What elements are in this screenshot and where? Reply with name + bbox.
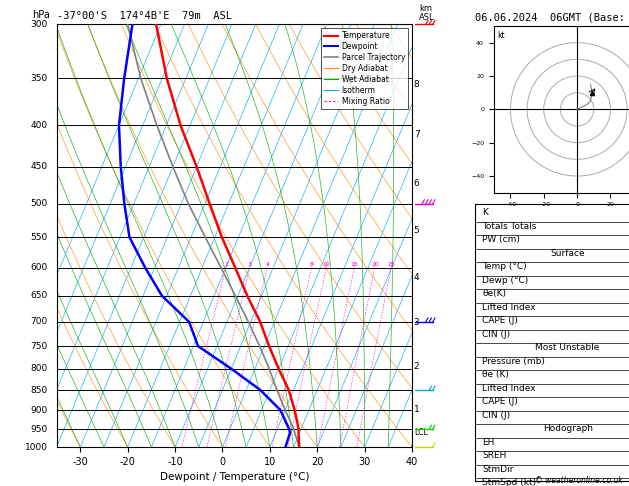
Text: LCL: LCL	[414, 428, 428, 437]
Text: 7: 7	[414, 130, 420, 139]
Text: hPa: hPa	[31, 10, 50, 20]
Text: 4: 4	[414, 273, 420, 282]
Text: 06.06.2024  06GMT (Base: 12): 06.06.2024 06GMT (Base: 12)	[475, 12, 629, 22]
Text: EH: EH	[482, 438, 494, 447]
Text: 6: 6	[414, 179, 420, 188]
Text: 3: 3	[414, 318, 420, 327]
Text: 450: 450	[31, 162, 48, 171]
Text: 900: 900	[30, 406, 48, 415]
Text: -37°00'S  174°4B'E  79m  ASL: -37°00'S 174°4B'E 79m ASL	[57, 11, 231, 21]
Text: SREH: SREH	[482, 451, 507, 460]
Text: 8: 8	[414, 80, 420, 89]
Text: Lifted Index: Lifted Index	[482, 384, 536, 393]
Text: θe(K): θe(K)	[482, 289, 506, 298]
Text: 25: 25	[387, 261, 395, 266]
Text: Pressure (mb): Pressure (mb)	[482, 357, 545, 366]
Text: 3: 3	[248, 261, 252, 266]
Text: 15: 15	[350, 261, 359, 266]
Text: 600: 600	[30, 263, 48, 272]
Text: 650: 650	[30, 291, 48, 300]
Text: 300: 300	[30, 20, 48, 29]
Text: 950: 950	[30, 425, 48, 434]
Text: 700: 700	[30, 317, 48, 327]
Text: Totals Totals: Totals Totals	[482, 222, 537, 231]
Text: 400: 400	[31, 121, 48, 130]
Text: 10: 10	[323, 261, 330, 266]
Text: PW (cm): PW (cm)	[482, 235, 520, 244]
Text: 5: 5	[414, 226, 420, 235]
Text: StmSpd (kt): StmSpd (kt)	[482, 478, 537, 486]
Legend: Temperature, Dewpoint, Parcel Trajectory, Dry Adiabat, Wet Adiabat, Isotherm, Mi: Temperature, Dewpoint, Parcel Trajectory…	[321, 28, 408, 109]
Text: 2: 2	[414, 362, 420, 371]
Text: km
ASL: km ASL	[419, 4, 435, 22]
Text: 4: 4	[265, 261, 269, 266]
Text: 1: 1	[414, 405, 420, 414]
Text: 2: 2	[225, 261, 228, 266]
Text: Hodograph: Hodograph	[543, 424, 593, 434]
Text: CIN (J): CIN (J)	[482, 330, 511, 339]
Text: 1000: 1000	[25, 443, 48, 451]
Text: θe (K): θe (K)	[482, 370, 509, 380]
Text: 800: 800	[30, 364, 48, 373]
Text: 500: 500	[30, 199, 48, 208]
Text: © weatheronline.co.uk: © weatheronline.co.uk	[535, 476, 623, 485]
Text: StmDir: StmDir	[482, 465, 514, 474]
Text: kt: kt	[497, 31, 504, 40]
Text: Lifted Index: Lifted Index	[482, 303, 536, 312]
Text: 550: 550	[30, 233, 48, 242]
Text: 850: 850	[30, 385, 48, 395]
Text: Dewp (°C): Dewp (°C)	[482, 276, 528, 285]
Text: CAPE (J): CAPE (J)	[482, 398, 518, 406]
Text: 750: 750	[30, 342, 48, 350]
Text: K: K	[482, 208, 488, 217]
Text: CAPE (J): CAPE (J)	[482, 316, 518, 325]
Text: 20: 20	[371, 261, 379, 266]
X-axis label: Dewpoint / Temperature (°C): Dewpoint / Temperature (°C)	[160, 472, 309, 483]
Text: Most Unstable: Most Unstable	[535, 343, 600, 352]
Text: CIN (J): CIN (J)	[482, 411, 511, 420]
Text: 350: 350	[30, 74, 48, 83]
Text: Surface: Surface	[550, 249, 585, 258]
Text: 8: 8	[309, 261, 314, 266]
Text: Temp (°C): Temp (°C)	[482, 262, 527, 271]
